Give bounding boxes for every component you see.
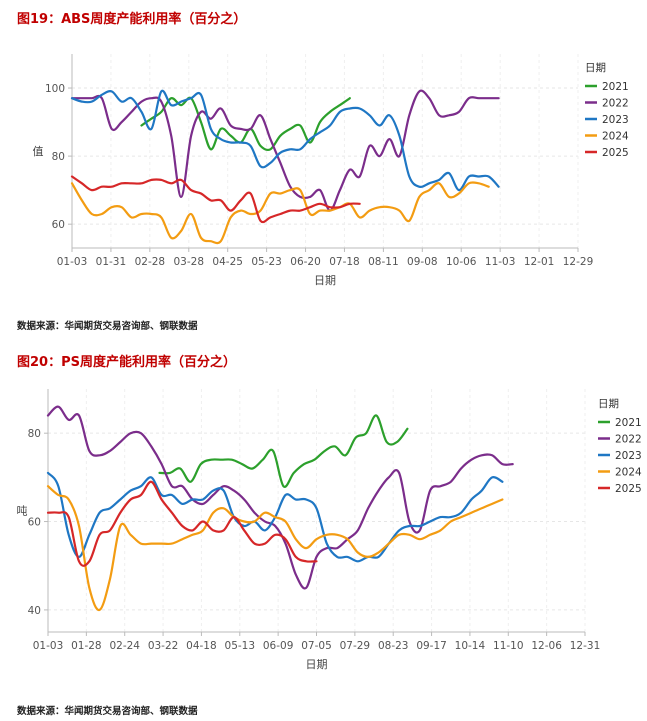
chart1-series-2022-line xyxy=(70,89,500,212)
chart2-legend: 日期 2021 2022 2023 2024 2025 xyxy=(598,398,642,495)
chart2-legend-title: 日期 xyxy=(598,398,619,410)
chart2-legend-label-2024: 2024 xyxy=(615,467,642,479)
chart1-x-tick-label: 12-29 xyxy=(563,256,594,268)
chart2-x-tick-label: 02-24 xyxy=(109,640,140,652)
chart2-x-tick-label: 07-05 xyxy=(301,640,332,652)
chart1-x-tick-label: 01-03 xyxy=(57,256,88,268)
chart2-x-tick-label: 07-29 xyxy=(340,640,371,652)
chart2-x-tick-label: 01-03 xyxy=(33,640,64,652)
chart2-y-axis-title: 吨 xyxy=(17,505,28,518)
chart1-legend-label-2025: 2025 xyxy=(602,147,629,159)
chart1-title: 图19：ABS周度产能利用率（百分之） xyxy=(17,12,247,27)
chart1-series-2023-line xyxy=(70,89,500,192)
chart2-y-tick-label: 40 xyxy=(28,605,41,617)
chart1-legend: 日期 2021 2022 2023 2024 2025 xyxy=(585,62,629,159)
chart1-x-tick-label: 08-11 xyxy=(368,256,399,268)
chart2-legend-label-2025: 2025 xyxy=(615,483,642,495)
chart2-y-tick-label: 80 xyxy=(28,428,41,440)
chart2-title: 图20：PS周度产能利用率（百分之） xyxy=(17,355,236,370)
chart1-x-tick-label: 07-18 xyxy=(329,256,360,268)
chart2-x-axis-title: 日期 xyxy=(306,658,328,671)
chart2-legend-label-2021: 2021 xyxy=(615,417,642,429)
chart1-y-tick-label: 80 xyxy=(52,151,65,163)
chart2-legend-label-2023: 2023 xyxy=(615,450,642,462)
chart2-series-2022-line xyxy=(46,405,514,590)
chart1-series-2025-line xyxy=(70,175,361,224)
chart2-y-tick-label: 60 xyxy=(28,517,41,529)
chart1-x-tick-label: 11-03 xyxy=(485,256,516,268)
chart2-x-tick-label: 04-18 xyxy=(186,640,217,652)
chart2-source: 数据来源：华闻期货交易咨询部、钢联数据 xyxy=(17,706,198,717)
chart2-x-tick-label: 10-14 xyxy=(455,640,486,652)
chart1-x-tick-label: 01-31 xyxy=(96,256,127,268)
chart2-x-tick-label: 05-13 xyxy=(225,640,256,652)
chart1-series-2024-line xyxy=(70,181,490,245)
chart2-legend-label-2022: 2022 xyxy=(615,434,642,446)
chart2-x-tick-label: 12-06 xyxy=(531,640,562,652)
chart1-x-tick-label: 05-23 xyxy=(251,256,282,268)
chart2-x-tick-label: 03-22 xyxy=(148,640,179,652)
chart1-svg: 60 80 100 01-03 01-31 02-28 03-28 04-25 05-23 06-… xyxy=(33,54,629,287)
chart1-x-tick-label: 12-01 xyxy=(524,256,555,268)
chart1-legend-label-2022: 2022 xyxy=(602,98,629,110)
chart2-x-tick-label: 12-31 xyxy=(570,640,601,652)
chart1-legend-title: 日期 xyxy=(585,62,606,74)
chart1-legend-label-2024: 2024 xyxy=(602,131,629,143)
chart2-svg: 40 60 80 01-03 01-28 02-24 03-22 04-18 05-13 06-0… xyxy=(17,389,642,671)
chart1-source: 数据来源：华闻期货交易咨询部、钢联数据 xyxy=(17,321,198,332)
chart1-x-axis-title: 日期 xyxy=(314,274,336,287)
chart1-x-tick-label: 10-06 xyxy=(446,256,477,268)
chart1-x-tick-label: 02-28 xyxy=(135,256,166,268)
chart2-series-2025-line xyxy=(46,480,318,567)
chart1-x-tick-label: 09-08 xyxy=(407,256,438,268)
chart1-x-tick-label: 04-25 xyxy=(212,256,243,268)
chart1-x-tick-label: 06-20 xyxy=(290,256,321,268)
chart2-x-tick-label: 06-09 xyxy=(263,640,294,652)
chart2-series-2021-line xyxy=(158,414,409,488)
chart1-y-tick-label: 60 xyxy=(52,219,65,231)
chart1-legend-label-2023: 2023 xyxy=(602,114,629,126)
chart2-x-tick-label: 01-28 xyxy=(71,640,102,652)
chart2-x-tick-label: 08-23 xyxy=(378,640,409,652)
chart1-y-tick-label: 100 xyxy=(45,83,65,95)
chart1-x-tick-label: 03-28 xyxy=(174,256,205,268)
chart1-legend-label-2021: 2021 xyxy=(602,81,629,93)
chart1-series-2021-line xyxy=(140,96,351,152)
chart1-y-axis-title: 值 xyxy=(33,145,44,158)
chart2-x-tick-label: 11-10 xyxy=(493,640,524,652)
chart2-series-2024-line xyxy=(46,485,504,612)
chart2-x-tick-label: 09-17 xyxy=(416,640,447,652)
